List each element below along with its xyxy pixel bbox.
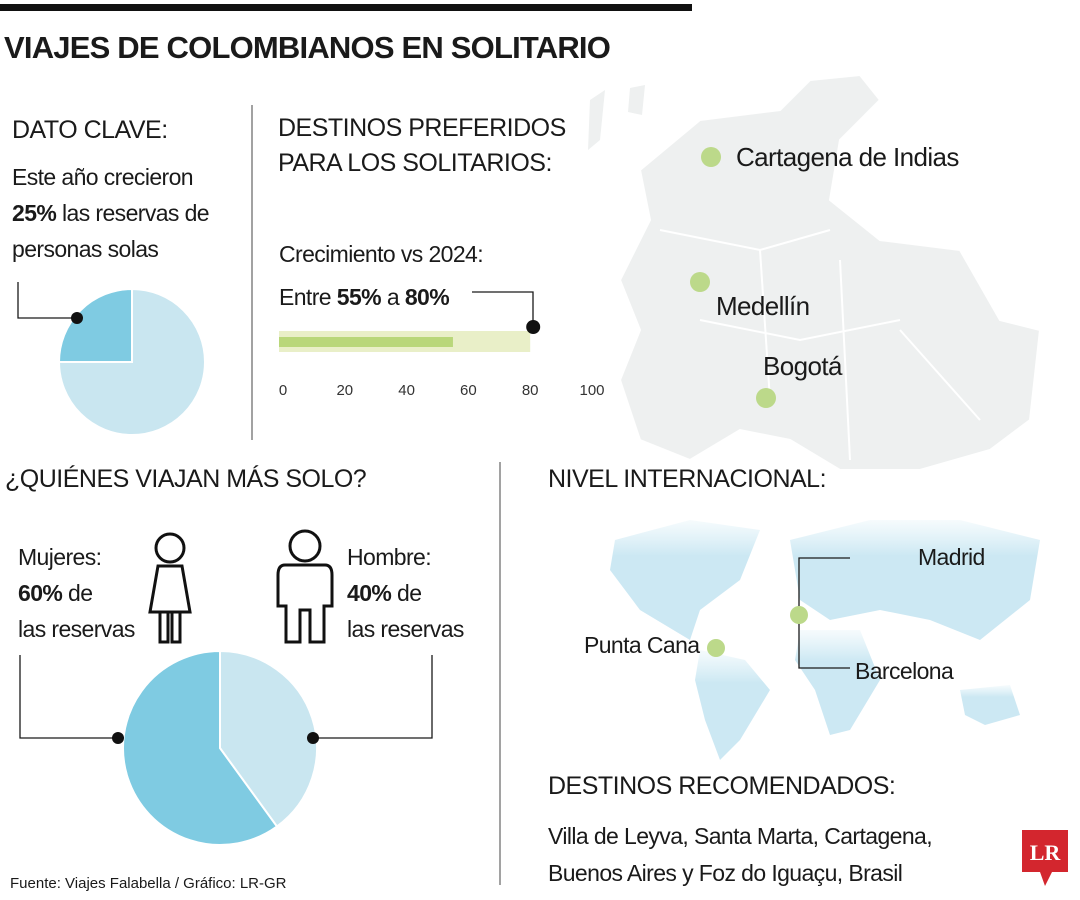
- heading: DESTINOS PREFERIDOS: [278, 114, 566, 142]
- pie-slice: [122, 649, 279, 846]
- city-label: Barcelona: [855, 658, 954, 684]
- label: Hombre:: [347, 544, 431, 570]
- label: 60% de: [18, 580, 92, 606]
- city-label: Madrid: [918, 544, 985, 570]
- text: Villa de Leyva, Santa Marta, Cartagena,: [548, 823, 932, 849]
- woman-icon: [148, 532, 192, 644]
- city-label: Bogotá: [763, 351, 843, 381]
- value-label: 60%: [18, 580, 62, 606]
- text: las reservas: [18, 616, 135, 642]
- text: de: [397, 580, 421, 606]
- leader: [472, 291, 534, 322]
- colombia-map: [588, 73, 1042, 471]
- heading: DESTINOS RECOMENDADOS:: [548, 772, 895, 800]
- x-tick-label: 80: [522, 382, 539, 399]
- text: Crecimiento vs 2024:: [279, 241, 483, 267]
- value-label: 40%: [347, 580, 391, 606]
- leader: [313, 655, 433, 739]
- city-label: Punta Cana: [584, 632, 700, 658]
- pie-slice: [219, 649, 318, 828]
- highlight: 25%: [12, 200, 56, 226]
- text: Este año crecieron: [12, 164, 193, 190]
- heading: PARA LOS SOLITARIOS:: [278, 149, 552, 177]
- text: Buenos Aires y Foz do Iguaçu, Brasil: [548, 860, 902, 886]
- leader: [19, 655, 118, 739]
- x-tick-label: 100: [579, 382, 604, 399]
- text: a: [387, 284, 400, 310]
- heading: DATO CLAVE:: [12, 116, 168, 144]
- pie-slice: [57, 287, 133, 363]
- source: Fuente: Viajes Falabella / Gráfico: LR-G…: [10, 875, 287, 892]
- leader: [798, 557, 850, 669]
- logo-text: LR: [1030, 840, 1062, 865]
- x-tick-label: 60: [460, 382, 477, 399]
- text: las reservas: [347, 616, 464, 642]
- leader: [17, 282, 77, 319]
- logo: LR: [1022, 830, 1068, 886]
- pie-slice: [57, 287, 206, 436]
- city-label: Medellín: [716, 291, 809, 321]
- city-label: Cartagena de Indias: [736, 142, 959, 172]
- text: 25% las reservas de: [12, 200, 209, 226]
- text: personas solas: [12, 236, 158, 262]
- city-dot: [790, 606, 808, 624]
- text: de: [68, 580, 92, 606]
- city-dot: [756, 388, 776, 408]
- city-dot: [701, 147, 721, 167]
- x-tick-label: 0: [279, 382, 287, 399]
- title: VIAJES DE COLOMBIANOS EN SOLITARIO: [4, 30, 610, 65]
- progress-chart: 0 20 40 60 80 100: [279, 320, 605, 399]
- pie: [57, 287, 206, 436]
- city-dot: [707, 639, 725, 657]
- dot: [307, 732, 319, 744]
- x-tick-label: 20: [336, 382, 353, 399]
- dot: [71, 312, 83, 324]
- label: 40% de: [347, 580, 421, 606]
- text: Entre: [279, 284, 331, 310]
- man-icon: [276, 529, 334, 644]
- text: Entre 55% a 80%: [279, 284, 449, 310]
- x-tick-label: 40: [398, 382, 415, 399]
- range-end-dot: [526, 320, 541, 334]
- city-dot: [690, 272, 710, 292]
- heading: NIVEL INTERNACIONAL:: [548, 465, 826, 493]
- dot: [112, 732, 124, 744]
- world-map: [610, 520, 1040, 760]
- heading: ¿QUIÉNES VIAJAN MÁS SOLO?: [5, 464, 366, 493]
- text: las reservas de: [62, 200, 209, 226]
- value-label: 55%: [337, 284, 381, 310]
- label: Mujeres:: [18, 544, 101, 570]
- bar: [279, 337, 453, 347]
- top-rule: [0, 4, 692, 11]
- value-label: 80%: [405, 284, 449, 310]
- pie: [122, 649, 318, 846]
